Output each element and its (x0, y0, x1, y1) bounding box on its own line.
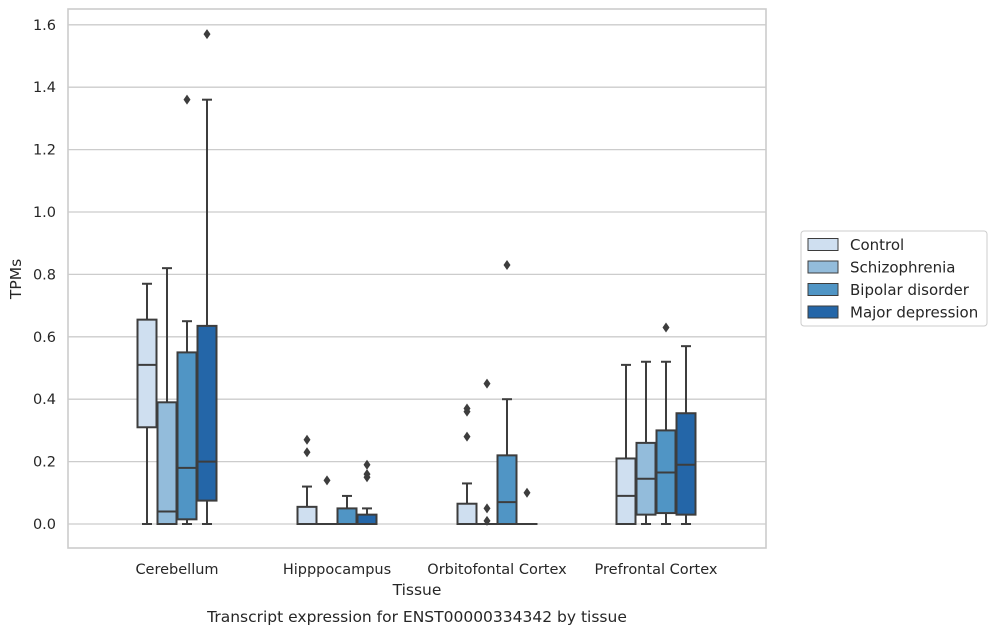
outlier-point (523, 487, 531, 498)
outlier-point (363, 469, 371, 480)
outlier-point (323, 475, 331, 486)
iqr-box (296, 505, 318, 525)
plot-frame (67, 8, 767, 549)
outlier-point (503, 260, 511, 271)
iqr-box (356, 513, 378, 526)
outlier-point (363, 459, 371, 470)
outlier-point (662, 322, 670, 333)
box-major-depression (675, 345, 697, 525)
outlier-point (483, 503, 491, 514)
box-control (136, 282, 158, 525)
x-tick-label: Prefrontal Cortex (595, 562, 718, 578)
box-bipolar-disorder (655, 322, 677, 525)
legend-label: Major depression (850, 304, 978, 322)
x-tick-label: Cerebellum (135, 562, 218, 578)
y-tick-label: 1.4 (33, 80, 56, 96)
y-tick-label: 1.2 (33, 143, 56, 159)
outlier-point (303, 434, 311, 445)
outlier-point (183, 94, 191, 105)
y-tick-label: 1.6 (33, 18, 56, 34)
y-tick-label: 0.8 (33, 267, 56, 283)
legend-swatch (807, 260, 839, 274)
legend-label: Schizophrenia (850, 259, 955, 277)
y-tick-label: 0.2 (33, 455, 56, 471)
box-groups (136, 29, 697, 526)
legend-frame (800, 230, 988, 327)
y-tick-label: 1.0 (33, 205, 56, 221)
y-tick-label: 0.4 (33, 392, 56, 408)
y-tick-labels: 0.0 0.2 0.4 0.6 0.8 1.0 1.2 1.4 1.6 (33, 18, 56, 533)
box-major-depression (356, 459, 378, 526)
legend-swatch (807, 283, 839, 296)
outlier-point (483, 378, 491, 389)
outlier-point (303, 447, 311, 458)
iqr-box (336, 507, 358, 525)
box-major-depression (516, 487, 538, 526)
iqr-box (136, 318, 158, 429)
outlier-point (463, 403, 471, 414)
y-axis-label: TPMs (7, 259, 25, 300)
legend-label: Control (850, 236, 904, 254)
iqr-box (196, 324, 218, 502)
iqr-box (156, 401, 178, 526)
iqr-box (176, 351, 198, 521)
x-tick-label: Hipppocampus (283, 562, 391, 578)
x-axis-label: Tissue (392, 581, 442, 599)
outlier-point (483, 515, 491, 526)
box-bipolar-disorder (496, 260, 518, 525)
box-control (296, 434, 318, 525)
legend-swatch (807, 305, 839, 319)
x-tick-labels: Cerebellum Hipppocampus Orbitofontal Corte… (135, 562, 717, 578)
y-tick-label: 0.6 (33, 330, 56, 346)
iqr-box (496, 454, 518, 525)
outlier-point (203, 29, 211, 40)
x-tick-label: Orbitofontal Cortex (427, 562, 567, 578)
box-control (456, 403, 478, 526)
chart-title: Transcript expression for ENST0000033434… (206, 608, 627, 626)
outlier-point (463, 431, 471, 442)
iqr-box (615, 457, 637, 526)
legend-label: Bipolar disorder (850, 281, 970, 299)
legend-swatch (807, 238, 839, 251)
legend: Control Schizophrenia Bipolar disorder Majo… (800, 230, 988, 327)
y-tick-label: 0.0 (33, 517, 56, 533)
box-major-depression (196, 29, 218, 525)
iqr-box (456, 502, 478, 526)
